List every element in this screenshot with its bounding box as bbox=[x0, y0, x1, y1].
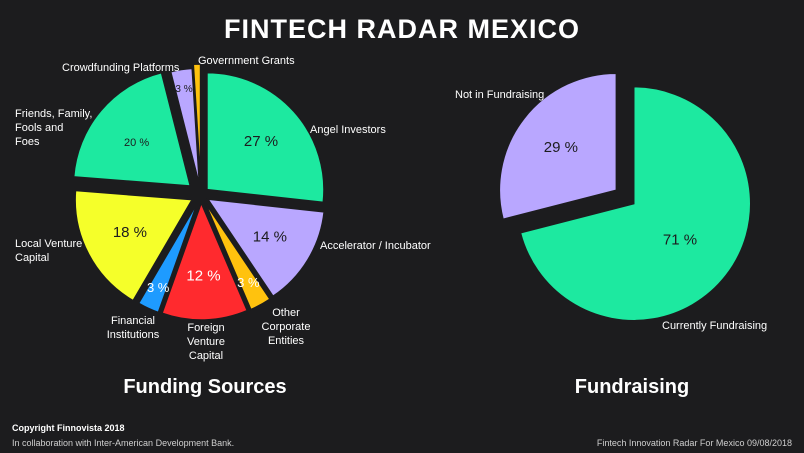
slice-financial-institutions bbox=[137, 201, 199, 314]
category-label-not-in-fundraising: Not in Fundraising bbox=[455, 89, 544, 101]
funding-sources-title: Funding Sources bbox=[123, 376, 286, 398]
funding-sources-pie bbox=[72, 63, 325, 321]
pct-label-not-in-fundraising: 29 % bbox=[544, 139, 578, 156]
category-label-foreign-venture-capital: Foreign Venture Capital bbox=[187, 322, 225, 362]
slice-currently-fundraising bbox=[519, 85, 752, 322]
slice-crowdfunding-platforms bbox=[169, 67, 201, 186]
collaboration-text: In collaboration with Inter-American Dev… bbox=[12, 438, 235, 448]
category-label-financial-institutions: Financial Institutions bbox=[107, 315, 160, 341]
slice-angel-investors bbox=[206, 71, 325, 204]
pct-label-friends-family-fools-and-foes: 20 % bbox=[124, 137, 149, 149]
fundraising-title: Fundraising bbox=[575, 376, 689, 398]
category-label-currently-fundraising: Currently Fundraising bbox=[662, 320, 767, 332]
category-label-local-venture-capital: Local Venture Capital bbox=[15, 238, 82, 264]
category-label-other-corporate-entities: Other Corporate Entities bbox=[262, 307, 311, 347]
slice-foreign-venture-capital bbox=[161, 200, 249, 321]
category-label-crowdfunding-platforms: Crowdfunding Platforms bbox=[62, 62, 180, 74]
category-label-accelerator-incubator: Accelerator / Incubator bbox=[320, 240, 431, 252]
fundraising-pie bbox=[498, 72, 752, 322]
slice-government-grants bbox=[192, 63, 202, 182]
pct-label-currently-fundraising: 71 % bbox=[663, 232, 697, 249]
pct-label-angel-investors: 27 % bbox=[244, 133, 278, 150]
category-label-friends-family-fools-and-foes: Friends, Family, Fools and Foes bbox=[15, 108, 92, 148]
pct-label-accelerator-incubator: 14 % bbox=[253, 229, 287, 246]
copyright-text: Copyright Finnovista 2018 bbox=[12, 423, 125, 433]
pct-label-foreign-venture-capital: 12 % bbox=[186, 268, 220, 285]
slice-local-venture-capital bbox=[74, 189, 194, 302]
funding-sources-labels: 27 % Angel Investors 14 % Accelerator / Inc… bbox=[15, 55, 431, 362]
source-text: Fintech Innovation Radar For Mexico 09/0… bbox=[596, 438, 792, 448]
slice-friends-family-fools-and-foes bbox=[72, 71, 192, 187]
slice-other-corporate-entities bbox=[204, 201, 272, 311]
slice-not-in-fundraising bbox=[498, 72, 618, 221]
fundraising-labels: 71 % Currently Fundraising 29 % Not in Fund… bbox=[455, 89, 767, 332]
pct-label-financial-institutions: 3 % bbox=[147, 280, 170, 295]
main-title: FINTECH RADAR MEXICO bbox=[224, 14, 580, 44]
category-label-government-grants: Government Grants bbox=[198, 55, 295, 67]
category-label-angel-investors: Angel Investors bbox=[310, 124, 386, 136]
pct-label-other-corporate-entities: 3 % bbox=[237, 275, 260, 290]
pct-label-local-venture-capital: 18 % bbox=[113, 224, 147, 241]
pct-label-crowdfunding-platforms: 3 % bbox=[175, 84, 192, 95]
slice-accelerator-incubator bbox=[206, 198, 325, 298]
